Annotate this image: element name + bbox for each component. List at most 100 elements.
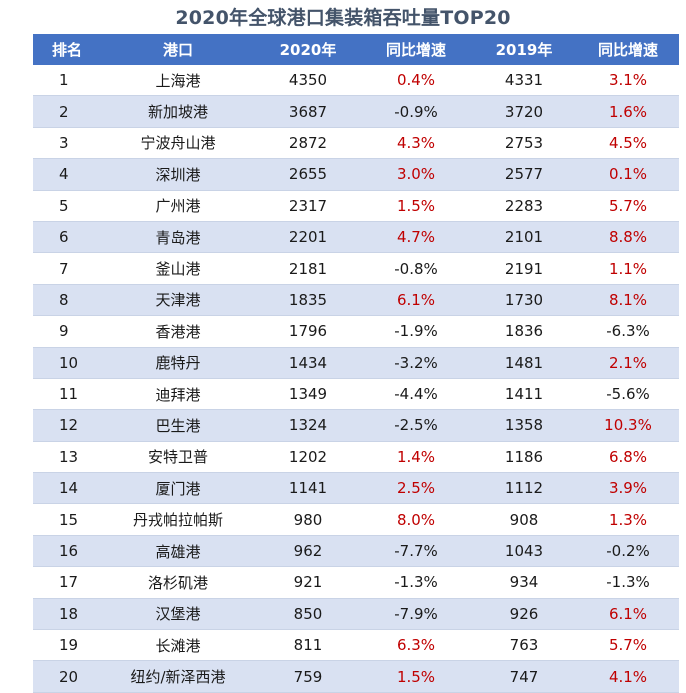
cell-port: 鹿特丹 xyxy=(101,347,255,379)
cell-port: 宁波舟山港 xyxy=(101,127,255,160)
cell-rank: 1 xyxy=(33,65,101,97)
cell-port: 安特卫普 xyxy=(101,441,255,474)
header-rank: 排名 xyxy=(33,34,101,65)
header-2020-growth: 同比增速 xyxy=(361,34,471,65)
cell-rank: 4 xyxy=(33,158,101,191)
cell-2020-growth: -1.3% xyxy=(361,566,471,599)
table-row: 10 鹿特丹 1434 -3.2% 1481 2.1% xyxy=(33,347,679,379)
cell-2020-throughput: 4350 xyxy=(255,65,361,97)
cell-port: 洛杉矶港 xyxy=(101,566,255,599)
cell-rank: 11 xyxy=(33,378,101,411)
cell-2019-growth: -6.3% xyxy=(577,315,679,348)
cell-2020-throughput: 3687 xyxy=(255,95,361,128)
table-row: 16 高雄港 962 -7.7% 1043 -0.2% xyxy=(33,535,679,568)
cell-2020-throughput: 2201 xyxy=(255,221,361,254)
cell-2019-throughput: 3720 xyxy=(471,95,577,128)
cell-rank: 19 xyxy=(33,629,101,662)
cell-2020-growth: 3.0% xyxy=(361,158,471,191)
cell-2020-throughput: 2872 xyxy=(255,127,361,160)
cell-2020-throughput: 980 xyxy=(255,503,361,536)
header-row: 排名 港口 2020年 同比增速 2019年 同比增速 xyxy=(33,34,679,65)
table-row: 4 深圳港 2655 3.0% 2577 0.1% xyxy=(33,158,679,191)
cell-2019-growth: 8.8% xyxy=(577,221,679,254)
cell-port: 汉堡港 xyxy=(101,598,255,631)
table-row: 14 厦门港 1141 2.5% 1112 3.9% xyxy=(33,472,679,505)
cell-rank: 7 xyxy=(33,252,101,285)
cell-port: 高雄港 xyxy=(101,535,255,568)
cell-2019-throughput: 4331 xyxy=(471,65,577,97)
cell-2019-throughput: 763 xyxy=(471,629,577,662)
cell-2020-throughput: 1835 xyxy=(255,284,361,317)
cell-2019-growth: 5.7% xyxy=(577,629,679,662)
cell-2020-growth: -3.2% xyxy=(361,347,471,379)
table-row: 5 广州港 2317 1.5% 2283 5.7% xyxy=(33,190,679,222)
cell-2020-throughput: 2317 xyxy=(255,190,361,222)
cell-port: 青岛港 xyxy=(101,221,255,254)
cell-rank: 16 xyxy=(33,535,101,568)
cell-2020-growth: 6.3% xyxy=(361,629,471,662)
cell-2019-growth: 3.9% xyxy=(577,472,679,505)
cell-2019-throughput: 2577 xyxy=(471,158,577,191)
header-2019-throughput: 2019年 xyxy=(471,34,577,65)
cell-2020-growth: 6.1% xyxy=(361,284,471,317)
cell-port: 厦门港 xyxy=(101,472,255,505)
table-row: 8 天津港 1835 6.1% 1730 8.1% xyxy=(33,284,679,317)
table-row: 15 丹戎帕拉帕斯 980 8.0% 908 1.3% xyxy=(33,503,679,536)
cell-2019-growth: 1.1% xyxy=(577,252,679,285)
cell-port: 丹戎帕拉帕斯 xyxy=(101,503,255,536)
cell-2020-growth: -7.7% xyxy=(361,535,471,568)
cell-2019-throughput: 1411 xyxy=(471,378,577,411)
cell-2020-throughput: 2655 xyxy=(255,158,361,191)
cell-port: 迪拜港 xyxy=(101,378,255,411)
table-row: 11 迪拜港 1349 -4.4% 1411 -5.6% xyxy=(33,378,679,411)
cell-port: 长滩港 xyxy=(101,629,255,662)
cell-2020-growth: -2.5% xyxy=(361,409,471,442)
cell-2020-growth: 1.4% xyxy=(361,441,471,474)
cell-port: 香港港 xyxy=(101,315,255,348)
cell-2019-growth: 6.1% xyxy=(577,598,679,631)
table-row: 18 汉堡港 850 -7.9% 926 6.1% xyxy=(33,598,679,631)
cell-2019-throughput: 1730 xyxy=(471,284,577,317)
cell-2020-throughput: 1324 xyxy=(255,409,361,442)
header-2020-throughput: 2020年 xyxy=(255,34,361,65)
cell-2020-throughput: 962 xyxy=(255,535,361,568)
table-row: 7 釜山港 2181 -0.8% 2191 1.1% xyxy=(33,252,679,285)
cell-2020-throughput: 1141 xyxy=(255,472,361,505)
cell-2019-throughput: 2753 xyxy=(471,127,577,160)
cell-rank: 15 xyxy=(33,503,101,536)
cell-rank: 3 xyxy=(33,127,101,160)
cell-2019-growth: 0.1% xyxy=(577,158,679,191)
cell-2020-throughput: 2181 xyxy=(255,252,361,285)
cell-2020-growth: -0.8% xyxy=(361,252,471,285)
cell-port: 广州港 xyxy=(101,190,255,222)
cell-2020-throughput: 921 xyxy=(255,566,361,599)
cell-2019-growth: 5.7% xyxy=(577,190,679,222)
cell-2020-growth: 4.7% xyxy=(361,221,471,254)
cell-rank: 6 xyxy=(33,221,101,254)
port-ranking-table: 排名 港口 2020年 同比增速 2019年 同比增速 1 上海港 4350 0.4%… xyxy=(33,34,679,693)
header-port: 港口 xyxy=(101,34,255,65)
cell-rank: 10 xyxy=(33,347,101,379)
cell-rank: 8 xyxy=(33,284,101,317)
cell-2019-throughput: 1186 xyxy=(471,441,577,474)
cell-2019-throughput: 2191 xyxy=(471,252,577,285)
cell-2020-growth: -7.9% xyxy=(361,598,471,631)
cell-2019-growth: 2.1% xyxy=(577,347,679,379)
cell-2019-throughput: 908 xyxy=(471,503,577,536)
table-header: 排名 港口 2020年 同比增速 2019年 同比增速 xyxy=(33,34,679,65)
table-row: 17 洛杉矶港 921 -1.3% 934 -1.3% xyxy=(33,566,679,599)
table-row: 19 长滩港 811 6.3% 763 5.7% xyxy=(33,629,679,662)
cell-2019-throughput: 2101 xyxy=(471,221,577,254)
table-row: 3 宁波舟山港 2872 4.3% 2753 4.5% xyxy=(33,127,679,160)
cell-rank: 2 xyxy=(33,95,101,128)
cell-port: 巴生港 xyxy=(101,409,255,442)
cell-2020-growth: -1.9% xyxy=(361,315,471,348)
cell-rank: 17 xyxy=(33,566,101,599)
cell-2019-growth: 6.8% xyxy=(577,441,679,474)
table-row: 12 巴生港 1324 -2.5% 1358 10.3% xyxy=(33,409,679,442)
cell-2019-throughput: 1481 xyxy=(471,347,577,379)
table-row: 1 上海港 4350 0.4% 4331 3.1% xyxy=(33,65,679,97)
header-2019-growth: 同比增速 xyxy=(577,34,679,65)
table-row: 13 安特卫普 1202 1.4% 1186 6.8% xyxy=(33,441,679,474)
